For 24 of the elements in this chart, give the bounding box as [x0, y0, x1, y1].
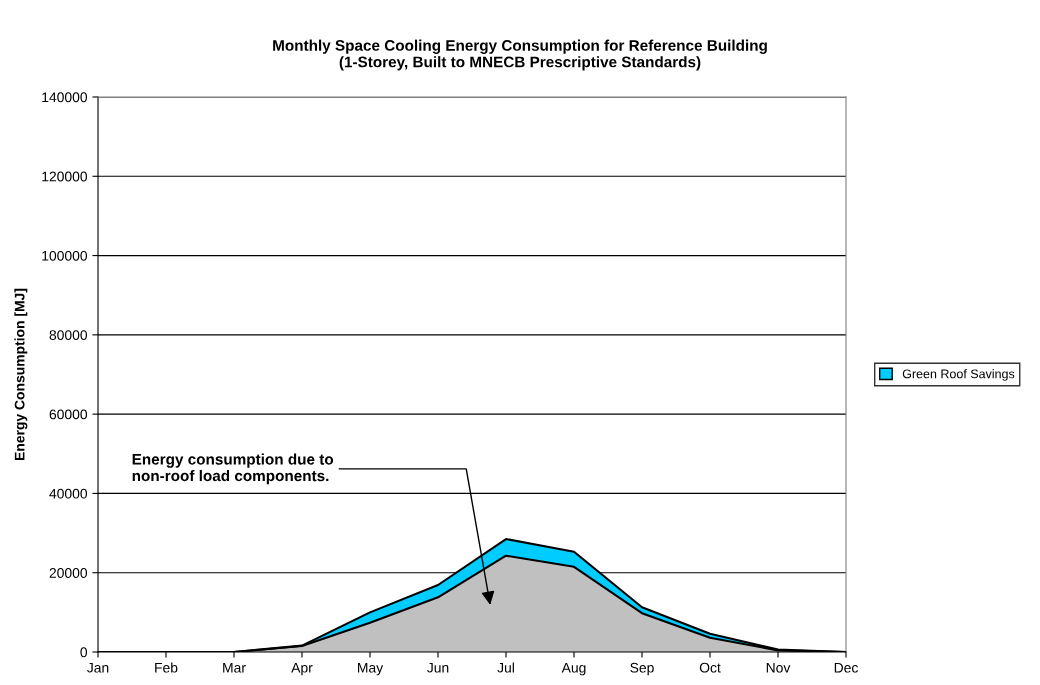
y-tick-label: 0	[80, 647, 88, 658]
y-tick-label: 100000	[42, 250, 88, 261]
x-tick-label: Dec	[834, 662, 858, 673]
annotation: Energy consumption due to non-roof load components.	[132, 453, 334, 485]
y-tick-label: 140000	[42, 92, 88, 103]
x-tick-label: Feb	[155, 662, 178, 673]
x-tick-label: Oct	[699, 662, 721, 673]
y-tick-label: 120000	[42, 171, 88, 182]
y-tick-label: 60000	[49, 409, 88, 420]
y-tick-label: 40000	[49, 488, 88, 499]
legend-label: Green Roof Savings	[902, 369, 1015, 381]
x-tick-label: Nov	[766, 662, 791, 673]
y-tick-label: 20000	[49, 568, 88, 578]
x-tick-label: Sep	[630, 662, 654, 676]
x-tick-label: Jun	[427, 662, 449, 673]
y-axis-title: Energy Consumption [MJ]	[14, 288, 28, 460]
x-tick-label: Apr	[291, 662, 313, 676]
x-tick-label: Mar	[223, 662, 246, 673]
chart-title: Monthly Space Cooling Energy Consumption for Reference Building (1-Storey, Built to MNECB Prescriptive Standards)	[273, 39, 767, 71]
x-tick-label: Aug	[561, 662, 586, 676]
y-tick-label: 80000	[49, 330, 88, 341]
x-tick-label: May	[358, 662, 384, 676]
x-tick-label: Jan	[87, 662, 109, 673]
x-tick-label: Jul	[497, 662, 514, 673]
